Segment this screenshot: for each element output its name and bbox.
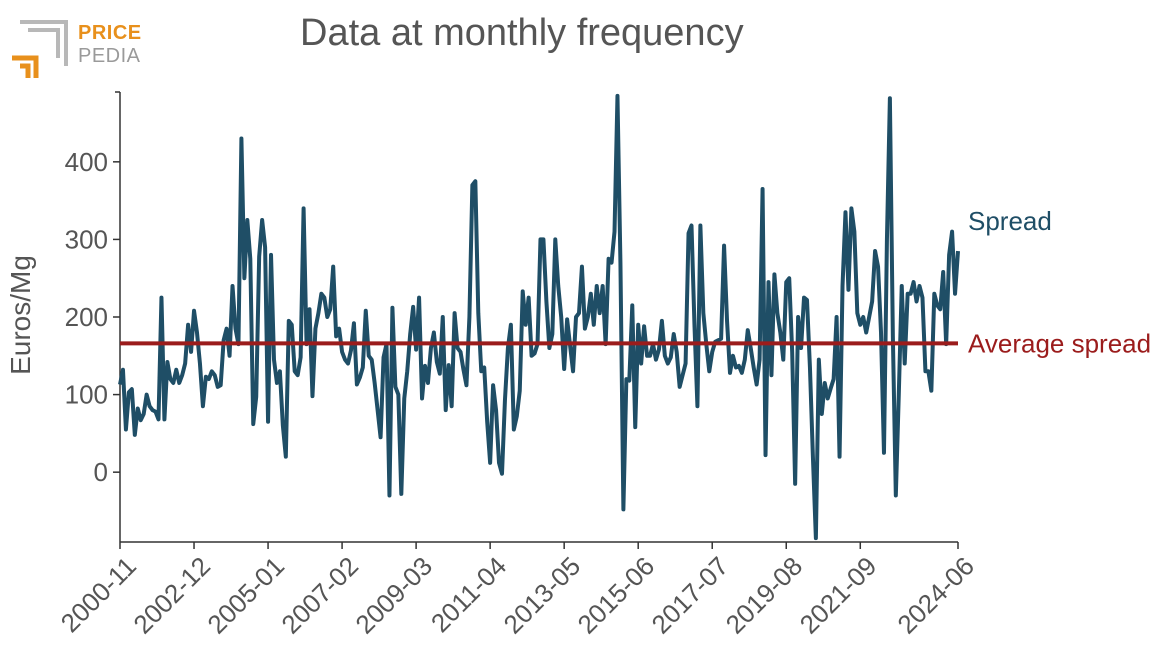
y-tick-label: 0 [94, 457, 108, 487]
series-line-spread [118, 93, 960, 541]
x-tick-label: 2017-07 [646, 551, 735, 640]
x-tick-label: 2024-06 [891, 551, 980, 640]
x-tick-label: 2007-02 [275, 551, 364, 640]
pricepedia-logo: PRICE PEDIA [8, 18, 148, 82]
chart-title: Data at monthly frequency [300, 12, 744, 54]
logo-mark-icon [12, 20, 68, 78]
logo-text-pedia: PEDIA [78, 45, 141, 67]
y-axis-label: Euros/Mg [5, 255, 36, 375]
x-tick-label: 2015-06 [572, 551, 661, 640]
x-tick-label: 2009-03 [349, 551, 438, 640]
y-axis-ticks: 0 100 200 300 400 [65, 91, 120, 487]
x-tick-label: 2021-09 [794, 551, 883, 640]
x-tick-label: 2011-04 [425, 551, 512, 638]
x-tick-label: 2013-05 [498, 551, 587, 640]
series-label-average-spread: Average spread [968, 328, 1151, 358]
logo-text-price: PRICE [78, 22, 142, 44]
y-tick-label: 200 [65, 302, 108, 332]
x-tick-label: 2019-08 [720, 551, 809, 640]
y-tick-label: 100 [65, 380, 108, 410]
x-axis-ticks: 2000-112002-122005-012007-022009-032011-… [55, 542, 980, 640]
x-tick-label: 2005-01 [201, 551, 290, 640]
y-tick-label: 400 [65, 147, 108, 177]
series-label-spread: Spread [968, 206, 1052, 236]
x-tick-label: 2002-12 [127, 551, 216, 640]
y-tick-label: 300 [65, 224, 108, 254]
x-tick-label: 2000-11 [55, 551, 142, 638]
